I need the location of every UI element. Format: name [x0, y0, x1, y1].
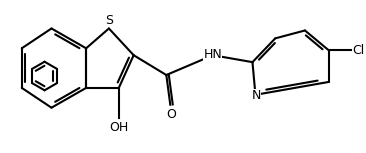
Text: S: S [105, 13, 113, 26]
Text: O: O [166, 108, 176, 121]
Text: N: N [252, 89, 261, 102]
Text: Cl: Cl [352, 44, 365, 57]
Text: OH: OH [109, 121, 128, 134]
Text: HN: HN [203, 48, 222, 61]
